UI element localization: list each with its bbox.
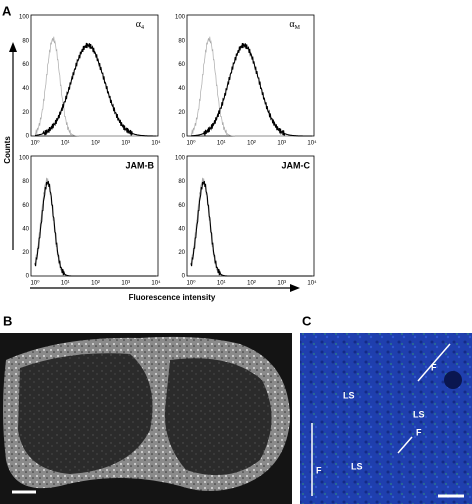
- histogram-curve: [34, 180, 156, 277]
- x-tick-label: 10⁰: [186, 140, 196, 147]
- arrow-head: [9, 42, 17, 52]
- plot-title: JAM-C: [282, 160, 311, 170]
- y-tick-label: 100: [175, 15, 186, 21]
- plot-frame: [30, 155, 159, 277]
- y-tick-label: 80: [22, 38, 29, 44]
- region-label: LS: [413, 409, 425, 419]
- y-tick-label: 0: [26, 274, 30, 280]
- subscript: 4: [141, 25, 144, 31]
- y-tick-label: 80: [178, 38, 185, 44]
- histogram-curve: [190, 36, 312, 137]
- y-tick-label: 60: [22, 203, 29, 209]
- y-axis-label: Counts: [3, 136, 12, 164]
- y-tick-label: 80: [178, 179, 185, 185]
- region-label: LS: [343, 390, 355, 400]
- y-tick-label: 20: [178, 250, 185, 256]
- x-tick-label: 10¹: [217, 141, 226, 147]
- plot-title: αM: [289, 19, 300, 31]
- histogram-curve: [35, 42, 156, 137]
- y-tick-label: 60: [178, 62, 185, 68]
- x-tick-label: 10²: [247, 141, 256, 147]
- y-tick-label: 40: [22, 226, 29, 232]
- x-tick-label: 10⁰: [30, 140, 40, 147]
- histogram-curve: [34, 177, 156, 277]
- y-tick-label: 0: [182, 134, 186, 140]
- symbol: α: [289, 19, 295, 30]
- arrow-head: [290, 284, 300, 292]
- x-tick-label: 10⁴: [151, 140, 161, 147]
- plot-frame: [186, 155, 315, 277]
- follicle: [164, 358, 272, 476]
- follicle: [18, 353, 153, 474]
- x-tick-label: 10⁴: [307, 280, 317, 287]
- y-tick-label: 100: [19, 156, 30, 162]
- vessel: [444, 371, 462, 389]
- region-label: LS: [351, 461, 363, 471]
- micrograph: [300, 333, 472, 504]
- histogram-curve: [190, 180, 312, 277]
- y-tick-label: 0: [26, 134, 30, 140]
- x-tick-label: 10²: [247, 281, 256, 287]
- x-tick-label: 10³: [121, 141, 130, 147]
- y-tick-label: 80: [22, 179, 29, 185]
- x-tick-label: 10³: [121, 281, 130, 287]
- y-tick-label: 20: [22, 250, 29, 256]
- y-tick-label: 20: [22, 110, 29, 116]
- x-axis-label: Fluorescence intensity: [129, 293, 216, 302]
- y-tick-label: 100: [19, 15, 30, 21]
- panel-label: C: [302, 313, 312, 328]
- x-tick-label: 10⁴: [151, 280, 161, 287]
- y-tick-label: 0: [182, 274, 186, 280]
- histogram-curve: [190, 177, 312, 277]
- y-tick-label: 20: [178, 110, 185, 116]
- x-tick-label: 10⁰: [30, 280, 40, 287]
- plot-frame: [186, 14, 315, 137]
- y-tick-label: 60: [178, 203, 185, 209]
- y-tick-label: 100: [175, 156, 186, 162]
- region-label: F: [416, 427, 422, 437]
- symbol: α: [136, 19, 142, 30]
- x-tick-label: 10³: [277, 141, 286, 147]
- y-tick-label: 40: [22, 86, 29, 92]
- plot-frame: [30, 14, 159, 137]
- panel-label: B: [3, 313, 12, 328]
- histogram-curve: [34, 36, 156, 137]
- x-tick-label: 10¹: [217, 281, 226, 287]
- x-tick-label: 10²: [91, 281, 100, 287]
- plot-title: JAM-B: [126, 160, 155, 170]
- x-tick-label: 10⁰: [186, 280, 196, 287]
- subscript: M: [295, 25, 301, 31]
- y-tick-label: 40: [178, 226, 185, 232]
- x-tick-label: 10¹: [61, 141, 70, 147]
- y-tick-label: 60: [22, 62, 29, 68]
- region-label: F: [316, 465, 322, 475]
- arrows: [311, 343, 451, 496]
- histogram-curve: [191, 43, 312, 137]
- x-tick-label: 10¹: [61, 281, 70, 287]
- y-tick-label: 40: [178, 86, 185, 92]
- x-tick-label: 10⁴: [307, 140, 317, 147]
- x-tick-label: 10²: [91, 141, 100, 147]
- region-label: F: [431, 362, 437, 372]
- panel-label: A: [2, 3, 12, 18]
- plot-title: α4: [136, 19, 144, 31]
- x-tick-label: 10³: [277, 281, 286, 287]
